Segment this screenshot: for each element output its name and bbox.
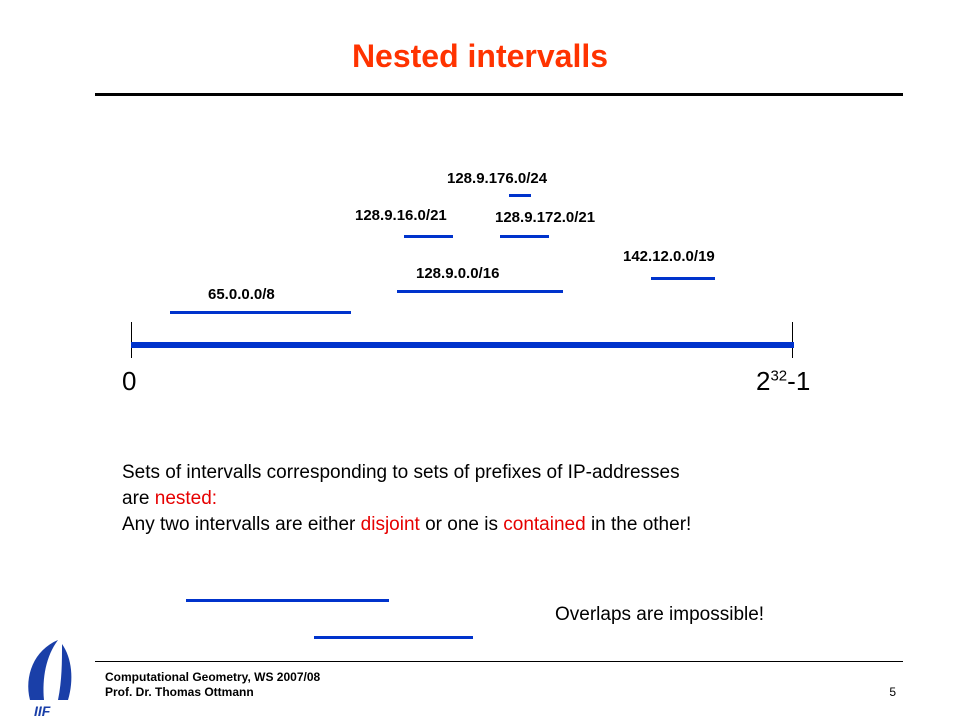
interval-label-128-9-172-0-21: 128.9.172.0/21 bbox=[495, 209, 596, 226]
footer-course: Computational Geometry, WS 2007/08 bbox=[105, 670, 321, 684]
body-line-3-c: in the other! bbox=[585, 514, 692, 535]
overlap-note: Overlaps are impossible! bbox=[555, 604, 765, 625]
footer-text: Computational Geometry, WS 2007/08 Prof.… bbox=[105, 670, 320, 700]
axis-end-label: 232-1 bbox=[756, 366, 810, 397]
body-line-1: Sets of intervalls corresponding to sets… bbox=[122, 462, 680, 483]
body-line-2-text: are bbox=[122, 488, 155, 509]
body-paragraph: Sets of intervalls corresponding to sets… bbox=[122, 460, 882, 538]
slide-title: Nested intervalls bbox=[351, 38, 609, 74]
address-space-axis bbox=[131, 342, 794, 348]
emphasis-disjoint: disjoint bbox=[360, 514, 420, 535]
interval-label-128-9-0-0-16: 128.9.0.0/16 bbox=[416, 265, 500, 282]
interval-segment-128-9-172-0-21 bbox=[500, 235, 549, 238]
body-line-3: Any two intervalls are either disjoint o… bbox=[122, 512, 882, 538]
interval-label-128-9-176-0-24: 128.9.176.0/24 bbox=[447, 170, 548, 187]
interval-segment-128-9-16-0-21 bbox=[404, 235, 453, 238]
overlap-example-segment-1 bbox=[186, 599, 389, 602]
body-line-3-a: Any two intervalls are either bbox=[122, 514, 361, 535]
axis-end-exponent: 32 bbox=[770, 367, 788, 385]
axis-end-base: 2 bbox=[756, 366, 771, 396]
interval-label-65-0-0-0-8: 65.0.0.0/8 bbox=[208, 286, 275, 303]
interval-segment-65-0-0-0-8 bbox=[170, 311, 351, 314]
interval-segment-128-9-176-0-24 bbox=[509, 194, 531, 197]
interval-label-128-9-16-0-21: 128.9.16.0/21 bbox=[355, 207, 447, 224]
interval-segment-142-12-0-0-19 bbox=[651, 277, 715, 280]
interval-label-142-12-0-0-19: 142.12.0.0/19 bbox=[623, 248, 715, 265]
interval-segment-128-9-0-0-16 bbox=[397, 290, 563, 293]
axis-end-suffix: -1 bbox=[787, 366, 811, 396]
footer-divider bbox=[95, 661, 903, 662]
axis-start-label: 0 bbox=[122, 366, 137, 396]
body-line-3-b: or one is bbox=[419, 514, 504, 535]
emphasis-contained: contained bbox=[503, 514, 586, 535]
iif-logo-icon: IIF bbox=[28, 640, 72, 718]
axis-end-tick bbox=[792, 322, 793, 358]
axis-start-tick bbox=[131, 322, 132, 358]
body-line-2: are nested: bbox=[122, 486, 882, 512]
footer-author: Prof. Dr. Thomas Ottmann bbox=[105, 685, 254, 699]
logo-text: IIF bbox=[34, 703, 51, 718]
title-divider bbox=[95, 93, 903, 96]
page-number: 5 bbox=[889, 685, 896, 699]
emphasis-nested: nested: bbox=[154, 488, 218, 509]
overlap-example-segment-2 bbox=[314, 636, 473, 639]
